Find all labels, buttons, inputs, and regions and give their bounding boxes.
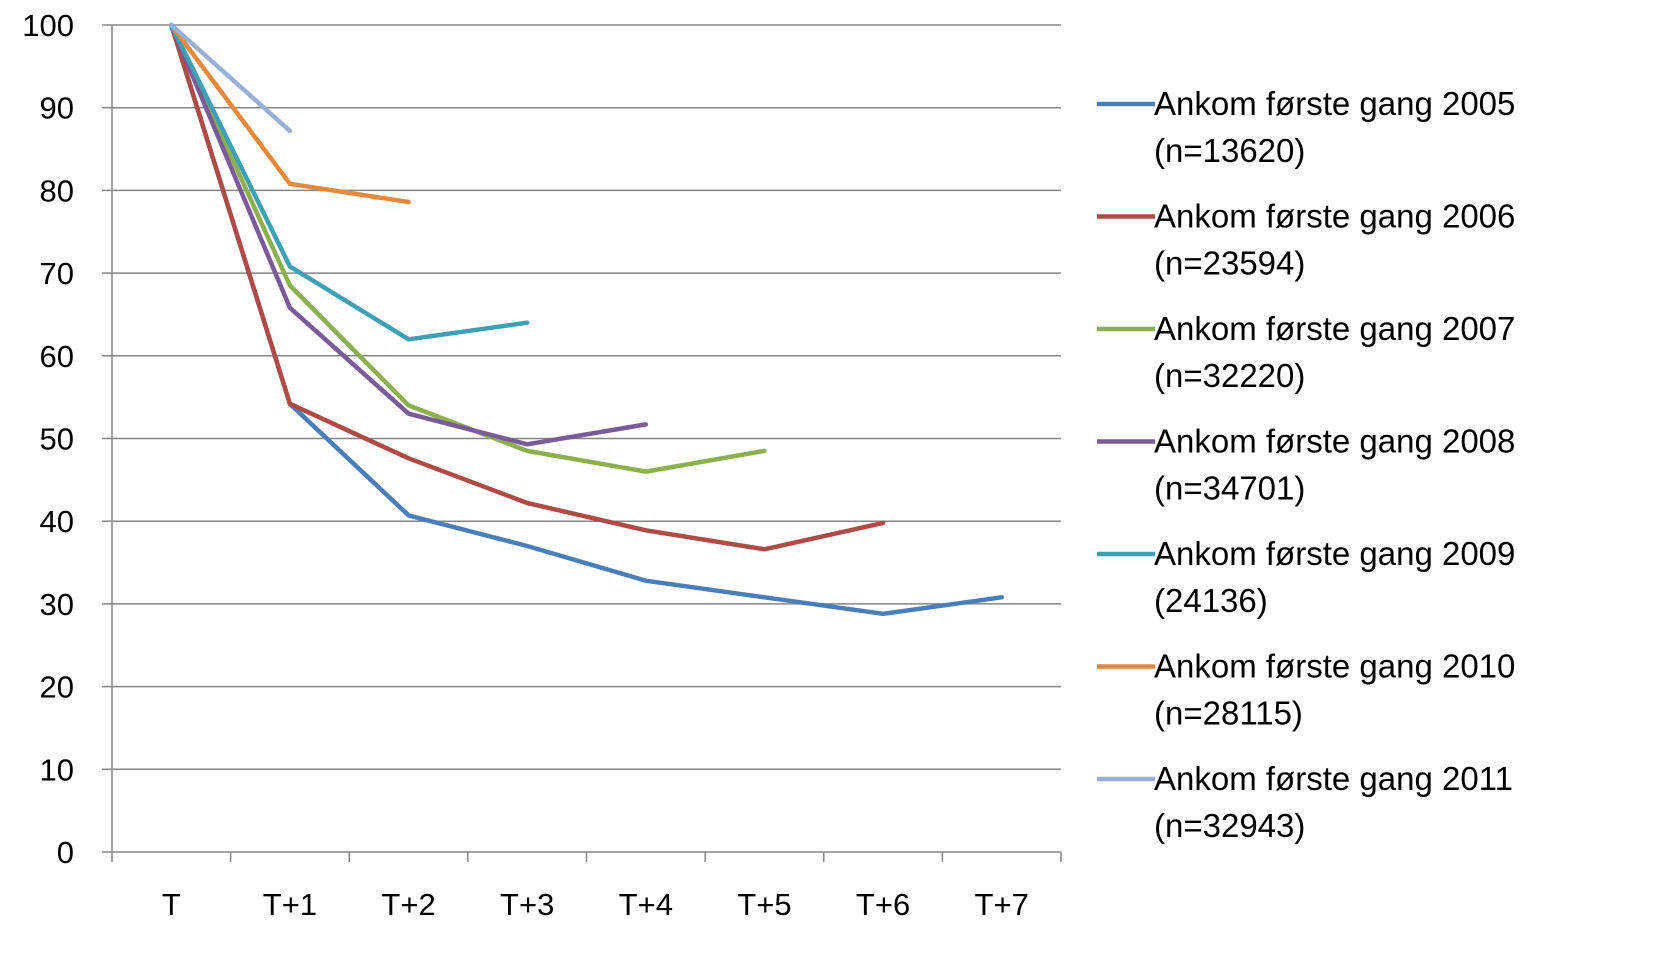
y-tick-label-40: 40 <box>40 504 74 539</box>
legend-label-3: Ankom første gang 2007 <box>1154 310 1515 347</box>
y-tick-label-60: 60 <box>40 339 74 374</box>
legend-label-6: Ankom første gang 2010 <box>1154 648 1515 685</box>
y-tick-label-30: 30 <box>40 587 74 622</box>
series-lines <box>169 22 1004 617</box>
x-tick-label-Tplus1: T+1 <box>263 887 317 922</box>
x-tick-label-Tplus2: T+2 <box>381 887 435 922</box>
series-line-2 <box>169 22 886 552</box>
y-tick-label-10: 10 <box>40 752 74 787</box>
legend-count-2: (n=23594) <box>1154 245 1305 282</box>
legend-label-1: Ankom første gang 2005 <box>1154 85 1515 122</box>
x-tick-label-Tplus3: T+3 <box>500 887 554 922</box>
series-line-6 <box>169 22 411 205</box>
legend-count-7: (n=32943) <box>1154 807 1305 844</box>
legend-count-1: (n=13620) <box>1154 132 1305 169</box>
y-tick-label-100: 100 <box>22 8 74 43</box>
legend-count-3: (n=32220) <box>1154 357 1305 394</box>
y-tick-label-70: 70 <box>40 256 74 291</box>
legend-label-5: Ankom første gang 2009 <box>1154 535 1515 572</box>
gridlines <box>112 24 1061 771</box>
legend-count-5: (24136) <box>1154 582 1268 619</box>
series-line-4 <box>169 22 649 447</box>
legend-label-7: Ankom første gang 2011 <box>1154 760 1513 797</box>
y-tick-labels: 0 10 20 30 40 50 60 70 80 90 100 <box>22 8 74 870</box>
y-tick-label-90: 90 <box>40 91 74 126</box>
x-tick-label-Tplus4: T+4 <box>619 887 673 922</box>
series-line-1 <box>169 22 1004 617</box>
legend-count-6: (n=28115) <box>1154 695 1303 732</box>
legend-label-4: Ankom første gang 2008 <box>1154 423 1515 460</box>
x-tick-label-Tplus6: T+6 <box>856 887 910 922</box>
legend-label-2: Ankom første gang 2006 <box>1154 198 1515 235</box>
y-tick-label-50: 50 <box>40 422 74 457</box>
series-line-7 <box>169 22 293 134</box>
x-tick-label-T: T <box>162 887 181 922</box>
legend-count-4: (n=34701) <box>1154 470 1305 507</box>
legend: Ankom første gang 2005 (n=13620) Ankom før… <box>1097 85 1515 844</box>
y-tick-label-80: 80 <box>40 173 74 208</box>
axes <box>102 24 1062 862</box>
x-tick-labels: T T+1 T+2 T+3 T+4 T+5 T+6 T+7 <box>162 887 1029 922</box>
x-tick-label-Tplus7: T+7 <box>975 887 1029 922</box>
y-tick-label-20: 20 <box>40 670 74 705</box>
series-line-3 <box>169 22 767 474</box>
y-tick-label-0: 0 <box>57 835 74 870</box>
x-tick-label-Tplus5: T+5 <box>737 887 791 922</box>
series-line-5 <box>169 22 530 342</box>
